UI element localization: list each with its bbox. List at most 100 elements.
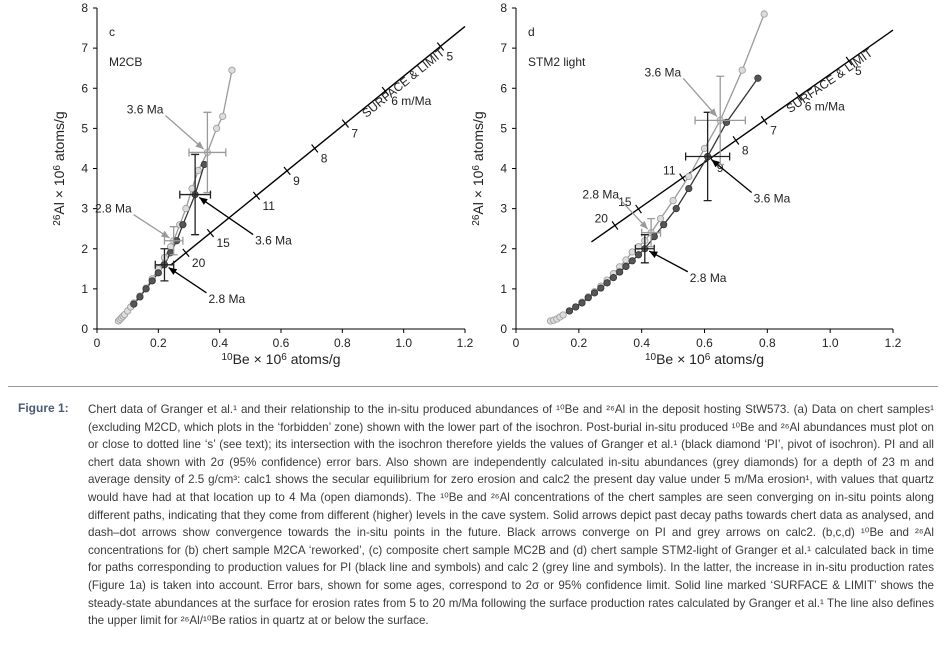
x-tick-label: 0.8	[759, 336, 776, 350]
data-point	[685, 172, 693, 181]
data-point	[559, 311, 567, 319]
data-point	[565, 307, 574, 315]
x-tick-label: 1.2	[457, 336, 474, 350]
x-tick-label: 0	[513, 336, 520, 350]
data-point	[628, 257, 636, 265]
erosion-label: 8	[742, 143, 749, 157]
erosion-tick	[760, 115, 768, 125]
data-point	[685, 184, 693, 193]
erosion-tick	[845, 56, 853, 66]
data-point	[597, 284, 605, 292]
data-point	[650, 233, 658, 241]
annotation-arrow	[682, 77, 718, 118]
y-tick-label: 7	[500, 41, 507, 55]
erosion-tick	[732, 135, 740, 145]
data-point	[672, 205, 680, 213]
erosion-label: 11	[663, 164, 676, 178]
y-tick-label: 8	[81, 1, 88, 15]
sample-label: M2CB	[109, 55, 142, 69]
x-axis-label-part: Be × 10	[656, 351, 705, 367]
annotation-arrow	[711, 159, 753, 193]
error-bar-x	[179, 190, 212, 199]
error-bar-x	[685, 152, 731, 161]
data-point	[148, 277, 156, 285]
surface-limit-line	[170, 25, 466, 266]
x-tick-label: 1.0	[822, 336, 839, 350]
error-bar-x	[634, 244, 655, 253]
caption-label: Figure 1:	[18, 401, 69, 415]
data-point	[179, 221, 187, 229]
annotation-arrow	[164, 114, 205, 150]
erosion-tick	[635, 204, 642, 214]
erosion-label: 5	[446, 50, 453, 64]
surface-limit-line	[590, 29, 894, 243]
erosion-label: 11	[262, 199, 275, 213]
y-tick-label: 2	[500, 242, 507, 256]
arrow-head	[711, 159, 720, 168]
annotation-arrow	[198, 196, 254, 236]
erosion-label: 15	[618, 195, 632, 209]
x-tick-label: 0.4	[633, 336, 650, 350]
error-bar-x	[163, 236, 184, 245]
annotation: 3.6 Ma	[754, 191, 791, 205]
arrow-head	[708, 108, 717, 117]
arrow-head	[639, 220, 648, 230]
sample-label: STM2 light	[528, 55, 586, 69]
data-point	[590, 289, 599, 297]
arrow-head	[649, 251, 658, 258]
data-point	[656, 215, 665, 223]
data-point	[154, 269, 162, 277]
y-tick-label: 3	[81, 202, 88, 216]
data-point	[660, 221, 668, 229]
x-tick-label: 1.0	[395, 336, 412, 350]
erosion-tick	[611, 221, 619, 230]
error-bar-x	[188, 148, 227, 157]
data-point	[194, 166, 202, 175]
data-point	[142, 285, 150, 293]
erosion-label: 7	[770, 123, 777, 137]
y-tick-label: 3	[500, 202, 507, 216]
erosion-label: 7	[351, 127, 358, 141]
caption-text: Chert data of Granger et al.¹ and their …	[88, 403, 934, 628]
erosion-label: 15	[216, 236, 230, 250]
erosion-tick	[311, 144, 319, 153]
data-point	[622, 262, 630, 271]
erosion-label: 8	[321, 151, 328, 165]
divider	[8, 386, 938, 387]
data-point	[136, 293, 144, 301]
y-tick-label: 2	[81, 242, 88, 256]
y-tick-label: 0	[500, 322, 507, 336]
y-axis-label-part: 6	[471, 165, 482, 171]
error-bar-x	[641, 228, 662, 237]
erosion-label: 6 m/Ma	[391, 94, 431, 108]
annotation: 2.8 Ma	[582, 188, 619, 202]
erosion-label: 6 m/Ma	[805, 99, 845, 113]
data-point	[738, 66, 746, 74]
y-axis-label: 26Al × 106 atoms/g	[470, 111, 486, 225]
y-tick-label: 8	[500, 1, 507, 15]
data-point	[622, 256, 630, 264]
y-tick-label: 4	[500, 162, 507, 176]
x-tick-label: 0.2	[150, 336, 167, 350]
data-point	[578, 299, 586, 307]
y-axis-label-part: 26	[471, 214, 482, 226]
annotation: 3.6 Ma	[645, 65, 682, 79]
data-point	[760, 10, 768, 18]
data-point	[213, 124, 221, 132]
y-axis-label-part: atoms/g	[470, 111, 486, 165]
erosion-label: 9	[293, 174, 300, 188]
data-point	[616, 268, 624, 276]
data-point	[634, 251, 643, 259]
x-axis-label: 10Be × 106 atoms/g	[645, 351, 764, 367]
data-point	[182, 205, 190, 213]
y-axis-label-part: atoms/g	[51, 111, 67, 165]
data-point	[754, 74, 762, 82]
error-bar-x	[154, 260, 175, 269]
x-tick-label: 0.2	[570, 336, 587, 350]
data-point	[669, 197, 677, 205]
annotation: 3.6 Ma	[127, 102, 164, 116]
erosion-tick	[381, 86, 389, 96]
y-axis-label-part: 26	[52, 214, 63, 226]
